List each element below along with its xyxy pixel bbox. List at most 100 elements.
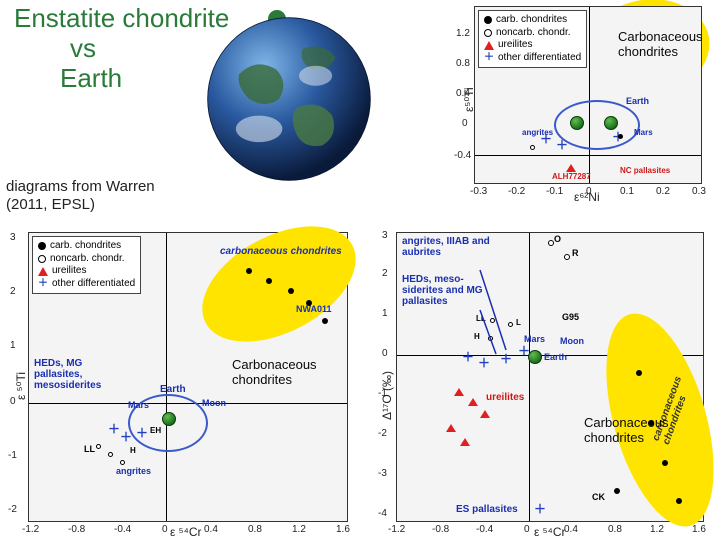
dot-bl4 xyxy=(306,300,312,306)
anno-ang-bl: angrites xyxy=(116,466,151,476)
xbr4: 0.4 xyxy=(564,524,578,535)
anno-mars-bl: Mars xyxy=(128,400,149,410)
ybr5: 1 xyxy=(382,308,388,319)
xbr0: -1.2 xyxy=(388,524,405,535)
xbl1: -0.8 xyxy=(68,524,85,535)
plus-br-es: ＋ xyxy=(534,500,546,517)
title-line3: Earth xyxy=(60,64,229,94)
carb-label-bl2: chondrites xyxy=(232,373,317,388)
legend-tr: carb. chondrites noncarb. chondr. ureili… xyxy=(478,10,587,68)
tri-br5 xyxy=(460,438,470,446)
ybl4: 2 xyxy=(10,286,16,297)
xbl6: 1.2 xyxy=(292,524,306,535)
tri-br4 xyxy=(446,424,456,432)
legend-l2: noncarb. chondr. xyxy=(496,27,571,40)
dot-br1 xyxy=(636,370,642,376)
anno-mars-tr: Mars xyxy=(634,128,653,137)
ybr2: -2 xyxy=(378,428,387,439)
legend-l4: other differentiated xyxy=(498,52,581,65)
citation-line2: (2011, EPSL) xyxy=(6,196,155,214)
xbr2: -0.4 xyxy=(476,524,493,535)
ytick-tr0: -0.4 xyxy=(454,150,471,161)
dot-bl1 xyxy=(246,268,252,274)
chart-bl-ylabel: ε ⁵⁰Ti xyxy=(14,372,28,400)
chart-bl-xlabel: ε ⁵⁴Cr xyxy=(170,525,201,539)
ytick-tr1: 0 xyxy=(462,118,468,129)
dot-br3 xyxy=(662,460,668,466)
xbr1: -0.8 xyxy=(432,524,449,535)
carb-label-tr: Carbonaceous chondrites xyxy=(618,30,703,59)
legend-bl-l4: other differentiated xyxy=(52,278,135,291)
xtick-tr1: -0.2 xyxy=(508,186,525,197)
tri-br3 xyxy=(480,410,490,418)
marker-tri-tr1 xyxy=(566,164,576,172)
ytick-tr4: 1.2 xyxy=(456,28,470,39)
ybr4: 0 xyxy=(382,348,388,359)
xbl2: -0.4 xyxy=(114,524,131,535)
legend-bl-l2: noncarb. chondr. xyxy=(50,253,125,266)
xbl7: 1.6 xyxy=(336,524,350,535)
tri-br1 xyxy=(454,388,464,396)
marker-filled-tr1 xyxy=(618,134,623,139)
marker-plus-tr2: ＋ xyxy=(556,136,568,153)
xtick-tr4: 0.1 xyxy=(620,186,634,197)
anno-nwa-bl: NWA011 xyxy=(296,304,332,314)
anno-moon-br: Moon xyxy=(560,336,584,346)
plus-bl3: ＋ xyxy=(136,424,148,441)
xbl0: -1.2 xyxy=(22,524,39,535)
anno-cc-bl: carbonaceous chondrites xyxy=(220,246,342,257)
earth-marker-tr-1 xyxy=(570,116,584,130)
xtick-tr5: 0.2 xyxy=(656,186,670,197)
ybl2: 0 xyxy=(10,396,16,407)
carb-label-br: Carbonaceous chondrites xyxy=(584,416,669,445)
open-bl1 xyxy=(96,444,101,449)
carb-label-br1: Carbonaceous xyxy=(584,416,669,431)
ybr7: 3 xyxy=(382,230,388,241)
arrow-heds-br xyxy=(400,240,540,380)
anno-LL-bl: LL xyxy=(84,444,95,454)
citation-line1: diagrams from Warren xyxy=(6,178,155,196)
xtick-tr0: -0.3 xyxy=(470,186,487,197)
open-br-R xyxy=(564,254,570,260)
anno-earth-tr: Earth xyxy=(626,96,649,106)
anno-G95-br: G95 xyxy=(562,312,579,322)
carb-label-tr2: chondrites xyxy=(618,45,703,60)
open-bl3 xyxy=(120,460,125,465)
anno-moon-bl: Moon xyxy=(202,398,226,408)
xbr3: 0 xyxy=(524,524,530,535)
xtick-tr3: 0 xyxy=(586,186,592,197)
legend-bl-l1: carb. chondrites xyxy=(50,240,121,253)
ybl3: 1 xyxy=(10,340,16,351)
ybr3: -1 xyxy=(378,388,387,399)
anno-earth-br: Earth xyxy=(544,352,567,362)
ybl0: -2 xyxy=(8,504,17,515)
anno-ure-br: ureilites xyxy=(486,392,524,403)
dot-bl2 xyxy=(266,278,272,284)
anno-es-br: ES pallasites xyxy=(456,504,518,515)
anno-EH-bl: EH xyxy=(150,426,161,435)
carb-label-tr1: Carbonaceous xyxy=(618,30,703,45)
legend-l3: ureilites xyxy=(498,39,532,52)
xbr7: 1.6 xyxy=(692,524,706,535)
citation: diagrams from Warren (2011, EPSL) xyxy=(6,178,155,214)
plus-bl2: ＋ xyxy=(120,428,132,445)
xtick-tr2: -0.1 xyxy=(546,186,563,197)
dot-bl5 xyxy=(322,318,328,324)
anno-O-br: O xyxy=(554,234,561,244)
ybr6: 2 xyxy=(382,268,388,279)
xbl4: 0.4 xyxy=(204,524,218,535)
tri-br2 xyxy=(468,398,478,406)
carb-label-bl: Carbonaceous chondrites xyxy=(232,358,317,387)
carb-label-bl1: Carbonaceous xyxy=(232,358,317,373)
anno-H-bl: H xyxy=(130,446,136,455)
anno-heds-bl: HEDs, MG pallasites, mesosiderites xyxy=(34,358,124,391)
earth-globe-icon xyxy=(206,16,372,182)
anno-R-br: R xyxy=(572,248,579,258)
anno-nc-tr: NC pallasites xyxy=(620,166,670,175)
chart-br-xlabel: ε ⁵⁴Cr xyxy=(534,525,565,539)
dot-br4 xyxy=(676,498,682,504)
ybl5: 3 xyxy=(10,232,16,243)
anno-ang-tr: angrites xyxy=(522,128,553,137)
plus-bl1: ＋ xyxy=(108,420,120,437)
ytick-tr3: 0.8 xyxy=(456,58,470,69)
